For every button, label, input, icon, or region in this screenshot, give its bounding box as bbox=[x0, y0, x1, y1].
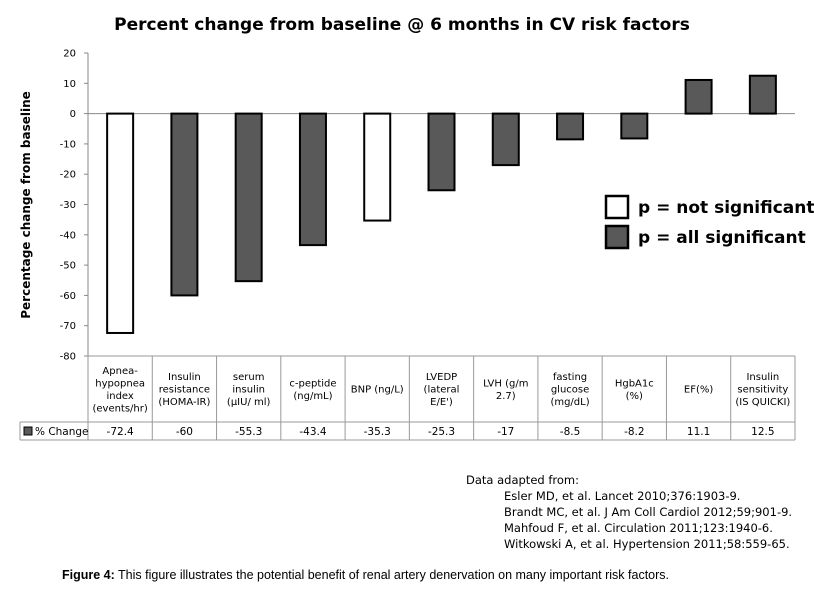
category-label: serum insulin (µIU/ ml) bbox=[227, 372, 271, 408]
table-series-name: % Change bbox=[35, 426, 89, 438]
references: Data adapted from: Esler MD, et al. Lanc… bbox=[466, 472, 792, 552]
caption-label: Figure 4: bbox=[62, 568, 115, 582]
value-label: -17 bbox=[497, 426, 514, 438]
bars bbox=[106, 74, 777, 334]
value-label: 11.1 bbox=[687, 426, 710, 438]
figure-caption: Figure 4: This figure illustrates the po… bbox=[62, 568, 669, 582]
legend-label: p = all significant bbox=[638, 228, 806, 248]
legend-swatch bbox=[604, 224, 630, 250]
category-label: HgbA1c (%) bbox=[615, 378, 654, 402]
value-label: -25.3 bbox=[428, 426, 455, 438]
legend-label: p = not significant bbox=[638, 198, 814, 218]
y-tick-label: -60 bbox=[60, 291, 76, 302]
y-tick-label: -20 bbox=[60, 170, 76, 181]
value-label: -8.2 bbox=[624, 426, 645, 438]
category-label: Apnea-hypopnea index (events/hr) bbox=[92, 366, 147, 415]
y-axis-label: Percentage change from baseline bbox=[19, 91, 33, 319]
bar bbox=[234, 112, 263, 283]
y-tick-label: -40 bbox=[60, 230, 76, 241]
reference-item: Brandt MC, et al. J Am Coll Cardiol 2012… bbox=[504, 505, 793, 519]
bar bbox=[427, 112, 456, 192]
y-tick-label: -30 bbox=[60, 200, 76, 211]
value-label: 12.5 bbox=[751, 426, 774, 438]
bar bbox=[748, 74, 777, 115]
category-label: Insulin resistance (HOMA-IR) bbox=[158, 372, 210, 408]
value-label: -55.3 bbox=[235, 426, 262, 438]
category-label: Insulin sensitivity (IS QUICKI) bbox=[735, 372, 790, 408]
caption-text: This figure illustrates the potential be… bbox=[114, 568, 670, 582]
legend: p = not significant p = all significant bbox=[604, 194, 814, 250]
value-label: -60 bbox=[176, 426, 193, 438]
y-tick-label: 0 bbox=[70, 109, 76, 120]
y-tick-label: -50 bbox=[60, 261, 76, 272]
value-label: -35.3 bbox=[364, 426, 391, 438]
value-label: -43.4 bbox=[299, 426, 326, 438]
legend-swatch bbox=[604, 194, 630, 220]
reference-item: Mahfoud F, et al. Circulation 2011;123:1… bbox=[504, 521, 773, 535]
bar bbox=[620, 112, 649, 140]
category-label: EF(%) bbox=[684, 385, 713, 396]
bar bbox=[363, 112, 392, 222]
table-series-key bbox=[23, 426, 33, 436]
bar bbox=[298, 112, 327, 247]
bar bbox=[170, 112, 199, 297]
bar bbox=[491, 112, 520, 167]
category-label: LVH (g/m 2.7) bbox=[483, 378, 528, 402]
bar bbox=[106, 112, 135, 334]
value-label: -8.5 bbox=[560, 426, 581, 438]
bar bbox=[556, 112, 585, 141]
category-label: LVEDP (lateral E/E') bbox=[424, 372, 460, 408]
value-label: -72.4 bbox=[107, 426, 134, 438]
y-tick-label: -70 bbox=[60, 321, 76, 332]
y-tick-label: -80 bbox=[60, 352, 76, 363]
chart-title: Percent change from baseline @ 6 months … bbox=[114, 15, 690, 35]
reference-item: Esler MD, et al. Lancet 2010;376:1903-9. bbox=[504, 489, 741, 503]
category-label: BNP (ng/L) bbox=[351, 385, 404, 396]
references-heading: Data adapted from: bbox=[466, 473, 579, 487]
data-table: Apnea-hypopnea index (events/hr) Insulin res… bbox=[19, 355, 796, 441]
y-tick-label: 10 bbox=[63, 79, 76, 90]
y-tick-label: 20 bbox=[63, 49, 76, 60]
category-label: c-peptide (ng/mL) bbox=[289, 378, 336, 402]
bar bbox=[684, 78, 713, 115]
category-label: fasting glucose (mg/dL) bbox=[550, 372, 589, 408]
reference-item: Witkowski A, et al. Hypertension 2011;58… bbox=[504, 537, 790, 551]
y-tick-label: -10 bbox=[60, 139, 76, 150]
risk-factor-bar-chart: Percent change from baseline @ 6 months … bbox=[19, 15, 814, 441]
